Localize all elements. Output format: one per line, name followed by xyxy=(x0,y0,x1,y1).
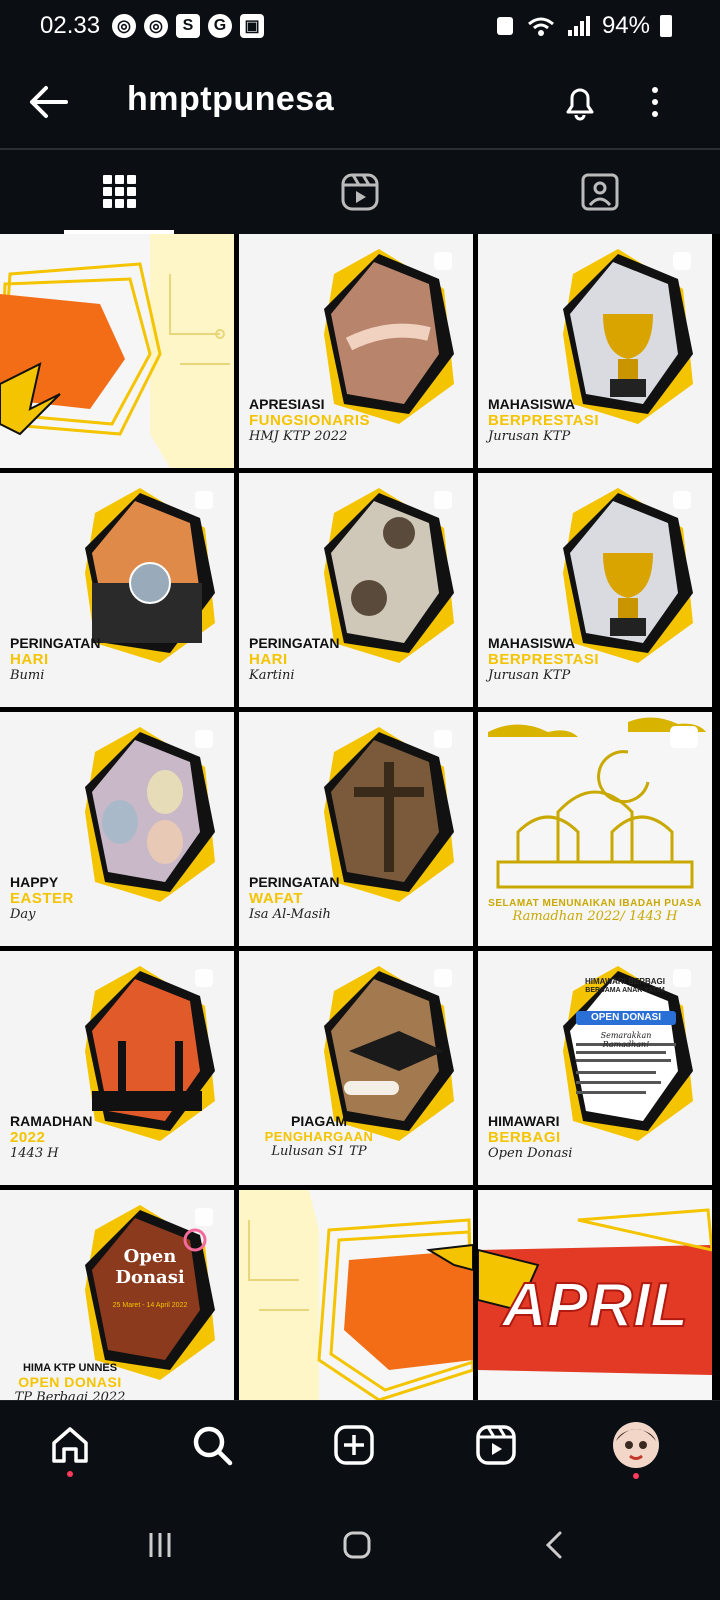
status-right: 94% xyxy=(494,12,672,40)
home-button-icon[interactable] xyxy=(342,1530,372,1560)
reels-icon xyxy=(341,173,379,211)
signal-icon xyxy=(567,16,590,36)
post-caption: MAHASISWA BERPRESTASI Jurusan KTP xyxy=(488,635,600,683)
post-tile-2[interactable]: APRESIASI FUNGSIONARIS HMJ KTP 2022 xyxy=(239,234,473,468)
hexagon-photo-kartini xyxy=(239,473,473,707)
reels-icon xyxy=(476,1425,516,1465)
post-tile-8[interactable]: PERINGATAN WAFAT Isa Al-Masih xyxy=(239,712,473,946)
post-caption: MAHASISWA BERPRESTASI Jurusan KTP xyxy=(488,396,600,444)
search-icon xyxy=(193,1426,233,1466)
system-navigation-bar xyxy=(0,1490,720,1600)
comic-banner-graphic xyxy=(0,234,234,468)
battery-icon xyxy=(660,15,672,37)
hexagon-photo-crystal-ball xyxy=(0,473,234,707)
post-tile-6[interactable]: MAHASISWA BERPRESTASI Jurusan KTP xyxy=(478,473,712,707)
header-divider xyxy=(0,148,720,150)
post-caption: APRESIASI FUNGSIONARIS HMJ KTP 2022 xyxy=(249,396,371,444)
avatar xyxy=(613,1422,659,1468)
post-caption: RAMADHAN 2022 1443 H xyxy=(10,1113,93,1161)
nav-reels[interactable] xyxy=(472,1421,520,1469)
post-caption: HIMA KTP UNNES OPEN DONASI TP Berbagi 20… xyxy=(14,1362,126,1405)
poster-dates: 25 Maret - 14 April 2022 xyxy=(112,1302,188,1309)
post-tile-4[interactable]: PERINGATAN HARI Bumi xyxy=(0,473,234,707)
post-tile-7[interactable]: HAPPY EASTER Day xyxy=(0,712,234,946)
back-arrow-icon[interactable] xyxy=(26,80,70,124)
post-tile-5[interactable]: PERINGATAN HARI Kartini xyxy=(239,473,473,707)
tagged-person-icon xyxy=(581,173,619,211)
home-icon xyxy=(52,1427,88,1463)
poster-header: HIMAWARI BERBAGI xyxy=(585,977,665,986)
hexagon-photo-sunset-mosque xyxy=(0,951,234,1185)
comic-april-banner xyxy=(478,1190,712,1424)
status-time: 02.33 xyxy=(40,12,101,39)
post-caption: PERINGATAN HARI Kartini xyxy=(249,635,340,683)
wifi-icon xyxy=(527,17,554,36)
post-tile-3[interactable]: MAHASISWA BERPRESTASI Jurusan KTP xyxy=(478,234,712,468)
hexagon-photo-cross xyxy=(239,712,473,946)
hexagon-open-donasi-poster xyxy=(0,1190,234,1424)
post-tile-13[interactable]: Open Donasi 25 Maret - 14 April 2022 HIM… xyxy=(0,1190,234,1424)
tab-posts-grid[interactable] xyxy=(0,150,240,234)
tab-tagged[interactable] xyxy=(480,150,720,234)
grid-icon xyxy=(103,175,136,208)
posts-grid: APRESIASI FUNGSIONARIS HMJ KTP 2022 MAHA… xyxy=(0,234,720,1424)
mosque-illustration xyxy=(478,712,712,946)
hexagon-photo-trophy xyxy=(478,473,712,707)
add-post-icon xyxy=(334,1425,374,1465)
post-tile-11[interactable]: PIAGAM PENGHARGAAN Lulusan S1 TP xyxy=(239,951,473,1185)
post-tile-12[interactable]: HIMAWARI BERBAGI Open Donasi HIMAWARI BE… xyxy=(478,951,712,1185)
post-caption: PERINGATAN WAFAT Isa Al-Masih xyxy=(249,874,340,922)
shop-notification-icon: S xyxy=(176,14,200,38)
hexagon-photo-hands xyxy=(239,234,473,468)
notification-icons: ◎ ◎ S G ▣ xyxy=(112,14,264,38)
recent-apps-icon[interactable] xyxy=(145,1530,175,1560)
active-tab-indicator xyxy=(64,230,174,234)
profile-username: hmptpunesa xyxy=(127,80,335,118)
post-caption: HAPPY EASTER Day xyxy=(10,874,74,922)
hexagon-photo-trophy xyxy=(478,234,712,468)
profile-tabs xyxy=(0,150,720,234)
battery-level: 94% xyxy=(601,12,650,39)
hexagon-donation-poster xyxy=(478,951,712,1185)
app-notification-icon: ◎ xyxy=(112,14,136,38)
poster-banner: OPEN DONASI xyxy=(590,1012,661,1023)
post-caption: PERINGATAN HARI Bumi xyxy=(10,635,101,683)
hexagon-photo-eggs xyxy=(0,712,234,946)
poster-tagline: Semarakkan Ramadhan! xyxy=(600,1031,652,1049)
post-caption: PIAGAM PENGHARGAAN Lulusan S1 TP xyxy=(264,1113,374,1159)
image-notification-icon: ▣ xyxy=(240,14,264,38)
comic-banner-graphic xyxy=(239,1190,473,1424)
nav-home[interactable] xyxy=(46,1421,94,1477)
nav-profile[interactable] xyxy=(612,1421,660,1479)
vpn-icon xyxy=(496,17,513,35)
status-bar: 02.33 ◎ ◎ S G ▣ 94% xyxy=(0,0,720,52)
post-caption: SELAMAT MENUNAIKAN IBADAH PUASA Ramadhan… xyxy=(488,898,702,924)
app-notification-icon: ◎ xyxy=(144,14,168,38)
bell-icon[interactable] xyxy=(560,82,600,122)
post-tile-9[interactable]: SELAMAT MENUNAIKAN IBADAH PUASA Ramadhan… xyxy=(478,712,712,946)
more-options-icon[interactable] xyxy=(645,82,665,122)
google-notification-icon: G xyxy=(208,14,232,38)
tab-reels[interactable] xyxy=(240,150,480,234)
post-tile-15[interactable]: APRIL xyxy=(478,1190,712,1424)
april-banner-text: APRIL xyxy=(501,1270,689,1341)
poster-title: Open Donasi xyxy=(115,1246,185,1288)
post-tile-10[interactable]: RAMADHAN 2022 1443 H xyxy=(0,951,234,1185)
post-caption: HIMAWARI BERBAGI Open Donasi xyxy=(488,1113,573,1161)
profile-header: hmptpunesa xyxy=(0,52,720,148)
home-notification-dot xyxy=(67,1471,73,1477)
profile-notification-dot xyxy=(633,1473,639,1479)
system-back-icon[interactable] xyxy=(540,1530,570,1560)
hexagon-photo-graduation xyxy=(239,951,473,1185)
nav-search[interactable] xyxy=(188,1421,236,1469)
post-tile-1[interactable] xyxy=(0,234,234,468)
bottom-navigation xyxy=(0,1400,720,1491)
poster-subheader: BERSAMA ANAK YATIM xyxy=(585,987,665,994)
nav-create[interactable] xyxy=(330,1421,378,1469)
post-tile-14[interactable] xyxy=(239,1190,473,1424)
